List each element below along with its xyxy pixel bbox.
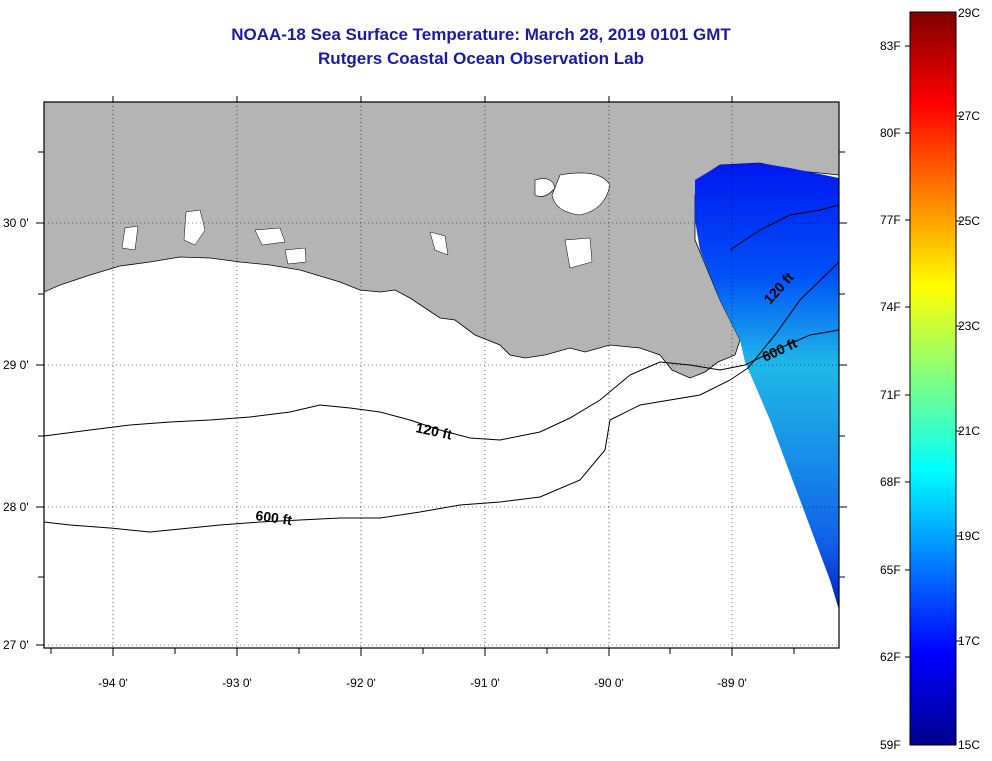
isobath-120ft-line <box>44 329 839 441</box>
map-frame <box>43 101 840 649</box>
colorbar-c-17: 17C <box>958 634 981 648</box>
lon-label-94: -94 0' <box>98 676 128 690</box>
lat-label-29: 29 0' <box>3 358 29 372</box>
lat-label-27: 27 0' <box>3 638 29 652</box>
lake-salvador <box>564 237 593 269</box>
colorbar-c-15: 15C <box>958 738 981 752</box>
gridlines <box>44 102 839 648</box>
colorbar-f-65: 65F <box>880 563 901 577</box>
colorbar-f-74: 74F <box>880 300 901 314</box>
isobath-label-600ft: 600 ft <box>255 507 294 528</box>
colorbar-f-59: 59F <box>880 738 901 752</box>
lake-verret <box>429 231 449 256</box>
lon-label-90: -90 0' <box>594 676 624 690</box>
sst-swath <box>695 163 839 610</box>
colorbar <box>909 11 957 746</box>
isobath-120ft-swath <box>729 204 839 251</box>
colorbar-c-27: 27C <box>958 109 981 123</box>
lon-label-92: -92 0' <box>346 676 376 690</box>
colorbar-f-80: 80F <box>880 126 901 140</box>
axis-ticks <box>36 96 847 656</box>
colorbar-c-29: 29C <box>958 6 981 20</box>
lake-pontchartrain <box>551 172 611 216</box>
colorbar-c-19: 19C <box>958 529 981 543</box>
colorbar-c-23: 23C <box>958 319 981 333</box>
lon-label-91: -91 0' <box>470 676 500 690</box>
isobath-label-120ft: 120 ft <box>414 419 453 442</box>
lat-label-30: 30 0' <box>3 216 29 230</box>
lake-west-2 <box>121 225 139 251</box>
colorbar-f-77: 77F <box>880 213 901 227</box>
colorbar-f-71: 71F <box>880 388 901 402</box>
colorbar-c-25: 25C <box>958 214 981 228</box>
colorbar-f-83: 83F <box>880 39 901 53</box>
lake-white <box>284 247 307 265</box>
map-title: NOAA-18 Sea Surface Temperature: March 2… <box>231 25 731 44</box>
lon-label-89: -89 0' <box>717 676 747 690</box>
colorbar-f-68: 68F <box>880 475 901 489</box>
lat-label-28: 28 0' <box>3 500 29 514</box>
lake-grand <box>254 227 286 246</box>
colorbar-ticks <box>905 45 961 658</box>
lon-label-93: -93 0' <box>222 676 252 690</box>
colorbar-c-21: 21C <box>958 424 981 438</box>
colorbar-f-62: 62F <box>880 650 901 664</box>
map-subtitle: Rutgers Coastal Ocean Observation Lab <box>318 49 644 68</box>
lake-west-1 <box>183 209 206 246</box>
lake-maurepas <box>534 178 556 197</box>
isobath-600ft-line <box>44 261 839 533</box>
